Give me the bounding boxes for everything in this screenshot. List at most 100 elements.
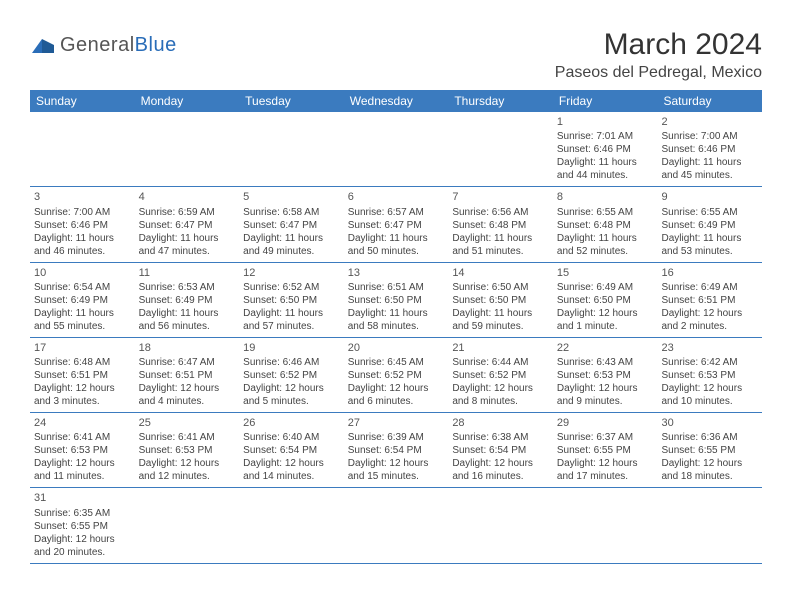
daylight-line: Daylight: 12 hours and 12 minutes. [139, 457, 236, 483]
sunrise-line: Sunrise: 6:45 AM [348, 356, 445, 369]
day-number: 29 [557, 416, 654, 430]
day-cell: 15Sunrise: 6:49 AMSunset: 6:50 PMDayligh… [553, 263, 658, 337]
daylight-line: Daylight: 12 hours and 4 minutes. [139, 382, 236, 408]
sunrise-line: Sunrise: 6:41 AM [34, 431, 131, 444]
empty-cell [30, 112, 135, 186]
sunrise-line: Sunrise: 6:51 AM [348, 281, 445, 294]
daylight-line: Daylight: 12 hours and 8 minutes. [452, 382, 549, 408]
daylight-line: Daylight: 11 hours and 45 minutes. [661, 156, 758, 182]
day-cell: 18Sunrise: 6:47 AMSunset: 6:51 PMDayligh… [135, 338, 240, 412]
sunrise-line: Sunrise: 6:49 AM [661, 281, 758, 294]
logo-icon [30, 35, 58, 57]
day-number: 13 [348, 266, 445, 280]
sunrise-line: Sunrise: 6:44 AM [452, 356, 549, 369]
day-number: 27 [348, 416, 445, 430]
weekday-header: Saturday [657, 90, 762, 112]
day-cell: 14Sunrise: 6:50 AMSunset: 6:50 PMDayligh… [448, 263, 553, 337]
sunset-line: Sunset: 6:52 PM [452, 369, 549, 382]
day-number: 28 [452, 416, 549, 430]
daylight-line: Daylight: 11 hours and 50 minutes. [348, 232, 445, 258]
day-cell: 23Sunrise: 6:42 AMSunset: 6:53 PMDayligh… [657, 338, 762, 412]
day-cell: 13Sunrise: 6:51 AMSunset: 6:50 PMDayligh… [344, 263, 449, 337]
sunrise-line: Sunrise: 7:01 AM [557, 130, 654, 143]
weekday-header: Monday [135, 90, 240, 112]
day-cell: 27Sunrise: 6:39 AMSunset: 6:54 PMDayligh… [344, 413, 449, 487]
sunrise-line: Sunrise: 6:39 AM [348, 431, 445, 444]
day-cell: 12Sunrise: 6:52 AMSunset: 6:50 PMDayligh… [239, 263, 344, 337]
week-row: 31Sunrise: 6:35 AMSunset: 6:55 PMDayligh… [30, 488, 762, 563]
day-number: 20 [348, 341, 445, 355]
day-number: 17 [34, 341, 131, 355]
daylight-line: Daylight: 12 hours and 9 minutes. [557, 382, 654, 408]
sunset-line: Sunset: 6:55 PM [34, 520, 131, 533]
daylight-line: Daylight: 12 hours and 11 minutes. [34, 457, 131, 483]
day-number: 18 [139, 341, 236, 355]
sunset-line: Sunset: 6:51 PM [661, 294, 758, 307]
day-cell: 10Sunrise: 6:54 AMSunset: 6:49 PMDayligh… [30, 263, 135, 337]
sunset-line: Sunset: 6:46 PM [34, 219, 131, 232]
day-number: 19 [243, 341, 340, 355]
calendar: SundayMondayTuesdayWednesdayThursdayFrid… [30, 90, 762, 564]
sunrise-line: Sunrise: 6:42 AM [661, 356, 758, 369]
daylight-line: Daylight: 11 hours and 55 minutes. [34, 307, 131, 333]
sunrise-line: Sunrise: 6:48 AM [34, 356, 131, 369]
sunset-line: Sunset: 6:50 PM [452, 294, 549, 307]
day-cell: 7Sunrise: 6:56 AMSunset: 6:48 PMDaylight… [448, 187, 553, 261]
day-cell: 16Sunrise: 6:49 AMSunset: 6:51 PMDayligh… [657, 263, 762, 337]
sunset-line: Sunset: 6:53 PM [139, 444, 236, 457]
sunset-line: Sunset: 6:49 PM [661, 219, 758, 232]
empty-cell [448, 488, 553, 562]
sunset-line: Sunset: 6:55 PM [661, 444, 758, 457]
daylight-line: Daylight: 12 hours and 15 minutes. [348, 457, 445, 483]
sunset-line: Sunset: 6:53 PM [34, 444, 131, 457]
weeks-container: 1Sunrise: 7:01 AMSunset: 6:46 PMDaylight… [30, 112, 762, 564]
empty-cell [448, 112, 553, 186]
day-cell: 8Sunrise: 6:55 AMSunset: 6:48 PMDaylight… [553, 187, 658, 261]
sunset-line: Sunset: 6:50 PM [557, 294, 654, 307]
sunrise-line: Sunrise: 6:50 AM [452, 281, 549, 294]
week-row: 1Sunrise: 7:01 AMSunset: 6:46 PMDaylight… [30, 112, 762, 187]
day-cell: 24Sunrise: 6:41 AMSunset: 6:53 PMDayligh… [30, 413, 135, 487]
day-cell: 6Sunrise: 6:57 AMSunset: 6:47 PMDaylight… [344, 187, 449, 261]
daylight-line: Daylight: 12 hours and 6 minutes. [348, 382, 445, 408]
daylight-line: Daylight: 12 hours and 10 minutes. [661, 382, 758, 408]
sunrise-line: Sunrise: 6:55 AM [557, 206, 654, 219]
page-title: March 2024 [555, 28, 762, 62]
weekday-header-row: SundayMondayTuesdayWednesdayThursdayFrid… [30, 90, 762, 112]
daylight-line: Daylight: 11 hours and 47 minutes. [139, 232, 236, 258]
sunrise-line: Sunrise: 6:41 AM [139, 431, 236, 444]
day-cell: 22Sunrise: 6:43 AMSunset: 6:53 PMDayligh… [553, 338, 658, 412]
week-row: 10Sunrise: 6:54 AMSunset: 6:49 PMDayligh… [30, 263, 762, 338]
day-number: 11 [139, 266, 236, 280]
daylight-line: Daylight: 12 hours and 5 minutes. [243, 382, 340, 408]
daylight-line: Daylight: 11 hours and 53 minutes. [661, 232, 758, 258]
sunrise-line: Sunrise: 6:46 AM [243, 356, 340, 369]
weekday-header: Thursday [448, 90, 553, 112]
day-number: 8 [557, 190, 654, 204]
sunset-line: Sunset: 6:53 PM [557, 369, 654, 382]
sunset-line: Sunset: 6:48 PM [452, 219, 549, 232]
empty-cell [135, 488, 240, 562]
day-cell: 28Sunrise: 6:38 AMSunset: 6:54 PMDayligh… [448, 413, 553, 487]
day-cell: 17Sunrise: 6:48 AMSunset: 6:51 PMDayligh… [30, 338, 135, 412]
daylight-line: Daylight: 12 hours and 16 minutes. [452, 457, 549, 483]
day-cell: 1Sunrise: 7:01 AMSunset: 6:46 PMDaylight… [553, 112, 658, 186]
day-number: 15 [557, 266, 654, 280]
daylight-line: Daylight: 11 hours and 44 minutes. [557, 156, 654, 182]
empty-cell [344, 112, 449, 186]
sunrise-line: Sunrise: 6:37 AM [557, 431, 654, 444]
sunrise-line: Sunrise: 6:53 AM [139, 281, 236, 294]
sunrise-line: Sunrise: 6:55 AM [661, 206, 758, 219]
day-cell: 9Sunrise: 6:55 AMSunset: 6:49 PMDaylight… [657, 187, 762, 261]
day-cell: 25Sunrise: 6:41 AMSunset: 6:53 PMDayligh… [135, 413, 240, 487]
empty-cell [239, 112, 344, 186]
sunset-line: Sunset: 6:52 PM [348, 369, 445, 382]
weekday-header: Friday [553, 90, 658, 112]
day-number: 22 [557, 341, 654, 355]
sunrise-line: Sunrise: 7:00 AM [661, 130, 758, 143]
sunset-line: Sunset: 6:47 PM [243, 219, 340, 232]
weekday-header: Tuesday [239, 90, 344, 112]
day-cell: 11Sunrise: 6:53 AMSunset: 6:49 PMDayligh… [135, 263, 240, 337]
sunset-line: Sunset: 6:46 PM [557, 143, 654, 156]
sunset-line: Sunset: 6:50 PM [243, 294, 340, 307]
